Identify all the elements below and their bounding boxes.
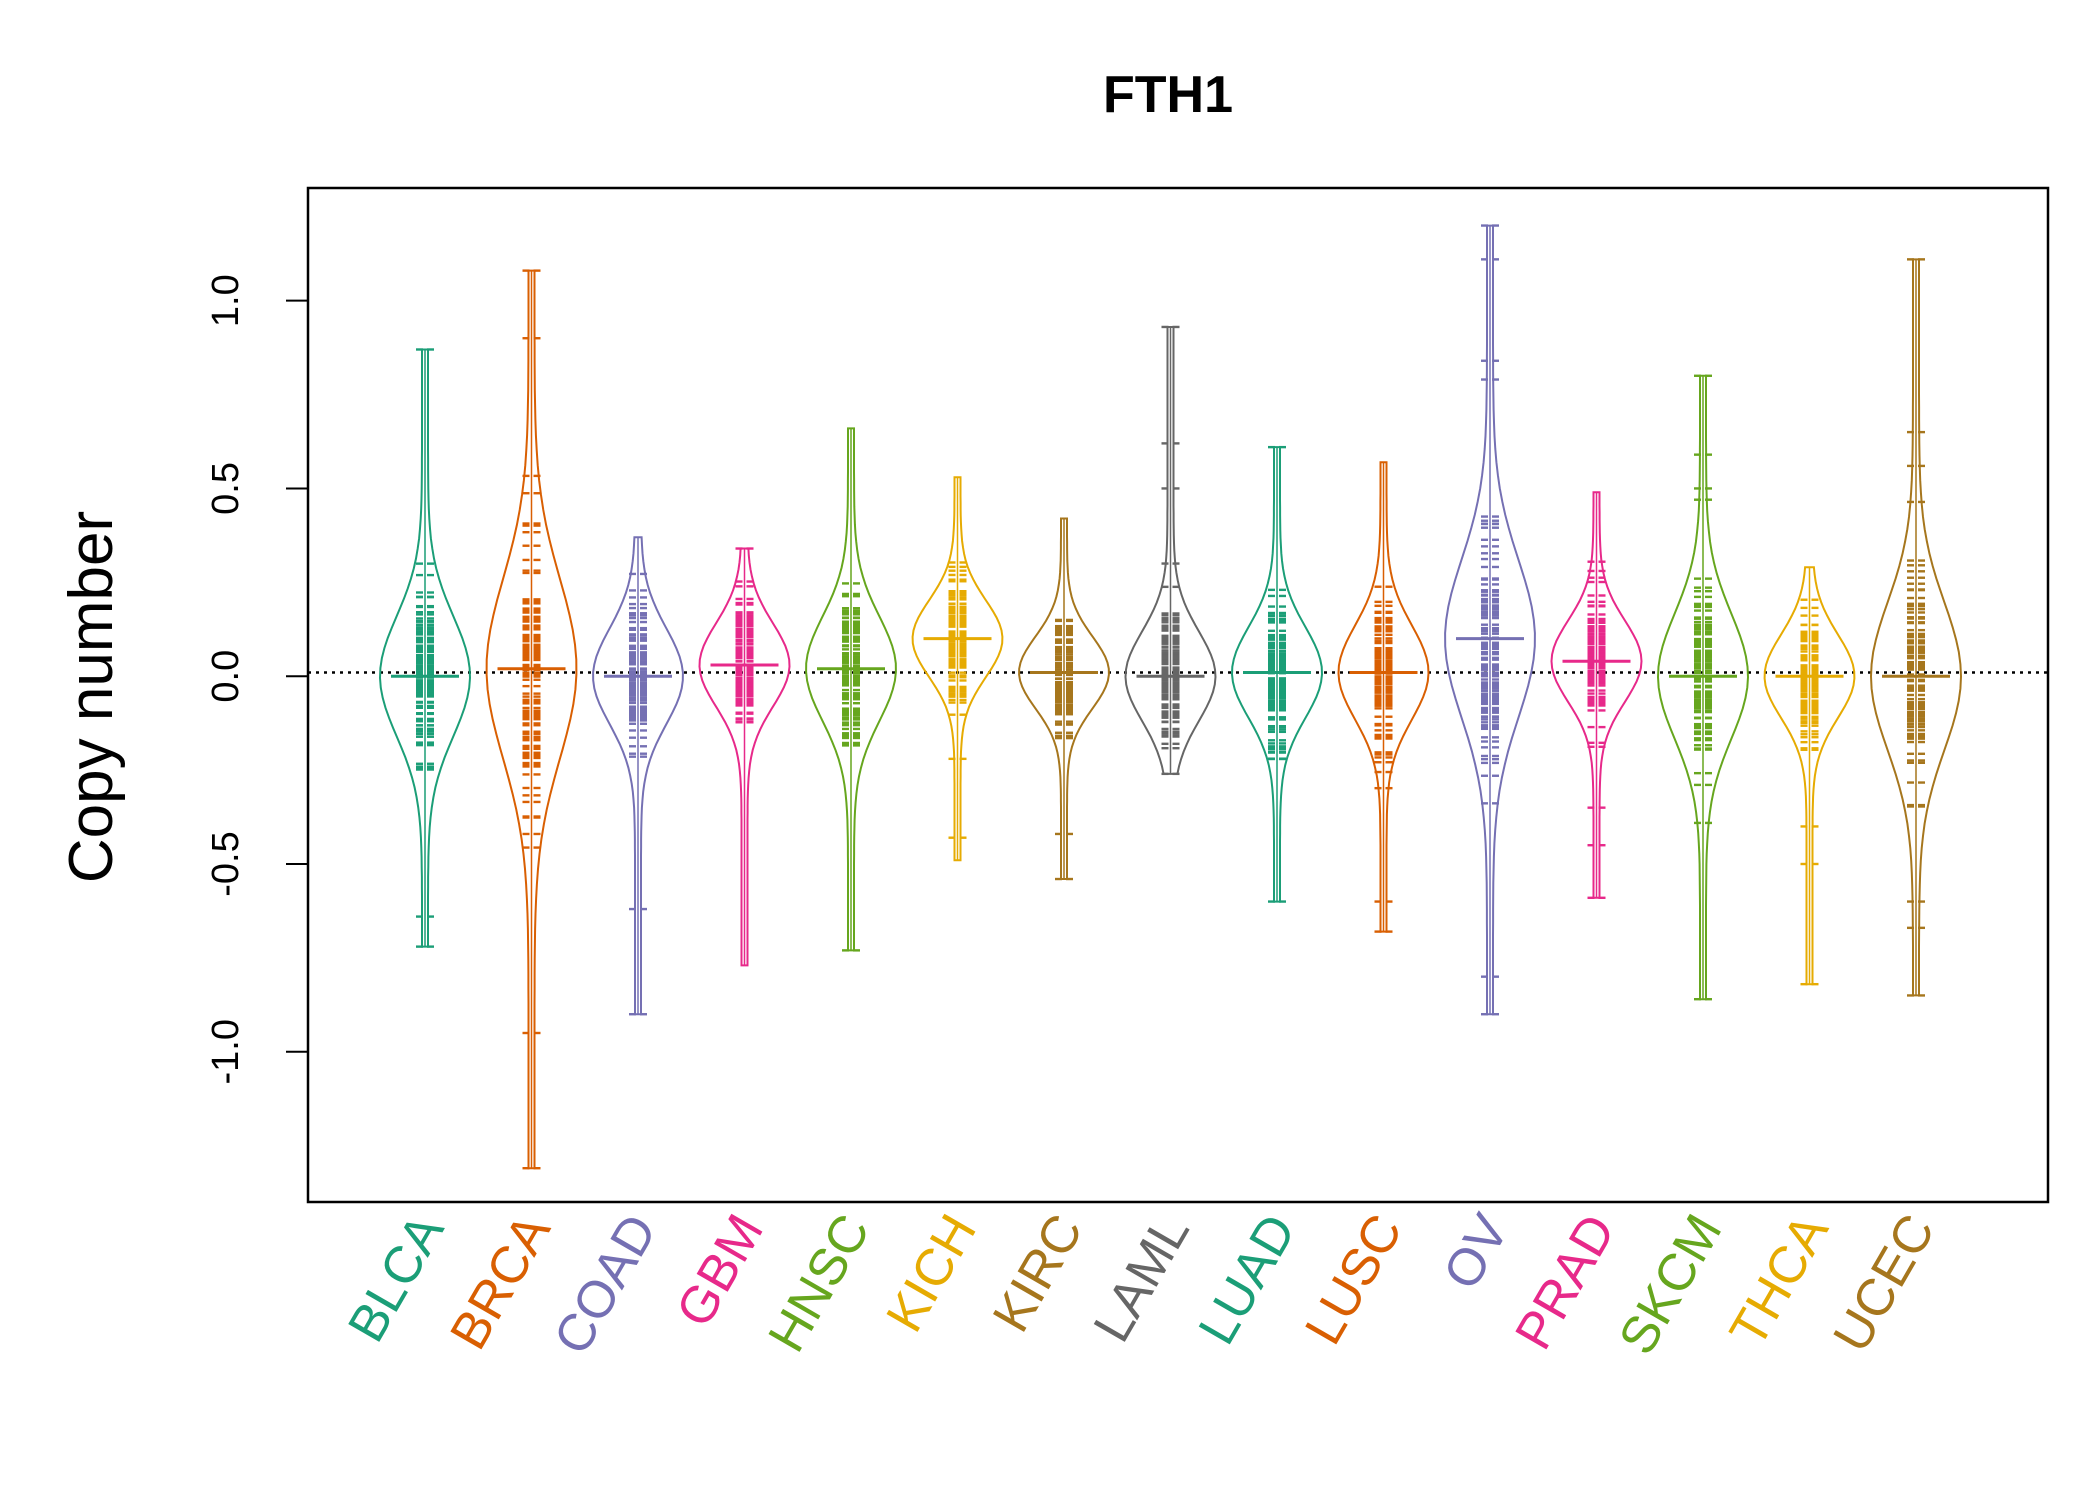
category-label-gbm: GBM [665,1205,774,1337]
y-tick-label: 0.0 [205,650,247,703]
category-label-thca: THCA [1719,1205,1840,1357]
bean-shape [1763,566,1856,986]
bean-brca [485,269,578,1170]
bean-lusc [1337,461,1430,933]
bean-gbm [698,547,791,967]
bean-ov [1444,224,1536,1016]
category-label-laml: LAML [1083,1205,1201,1352]
y-tick-label: -0.5 [205,831,247,896]
plot-area [308,224,2048,1170]
category-label-hnsc: HNSC [757,1205,881,1362]
bean-thca [1763,566,1856,986]
category-label-ucec: UCEC [1822,1205,1946,1362]
category-label-ov: OV [1433,1205,1521,1299]
bean-prad [1550,491,1643,899]
bean-shape [592,536,684,1016]
chart-title: FTH1 [1103,66,1233,124]
bean-ucec [1869,258,1963,997]
bean-luad [1230,445,1324,903]
bean-shape [1018,517,1110,880]
category-label-blca: BLCA [337,1205,455,1352]
category-label-kirc: KIRC [982,1205,1094,1342]
bean-shape [805,427,897,952]
bean-blca [378,348,472,948]
category-label-luad: LUAD [1188,1205,1308,1354]
bean-kirc [1018,517,1110,881]
bean-coad [592,536,684,1016]
bean-kich [911,476,1004,862]
bean-hnsc [805,427,897,952]
y-axis-label: Copy number [57,511,126,883]
category-label-coad: COAD [543,1205,668,1364]
category-label-skcm: SKCM [1608,1205,1733,1364]
bean-shape [911,476,1004,862]
category-label-kich: KICH [876,1205,988,1342]
y-axis: -1.0 -0.5 0.0 0.5 1.0 [205,274,309,1085]
y-tick-label: -1.0 [205,1019,247,1084]
category-label-lusc: LUSC [1294,1205,1414,1354]
bean-skcm [1656,374,1750,1001]
bean-shape [1550,491,1643,899]
bean-laml [1124,325,1217,776]
y-tick-label: 1.0 [205,274,247,327]
y-tick-label: 0.5 [205,462,247,515]
